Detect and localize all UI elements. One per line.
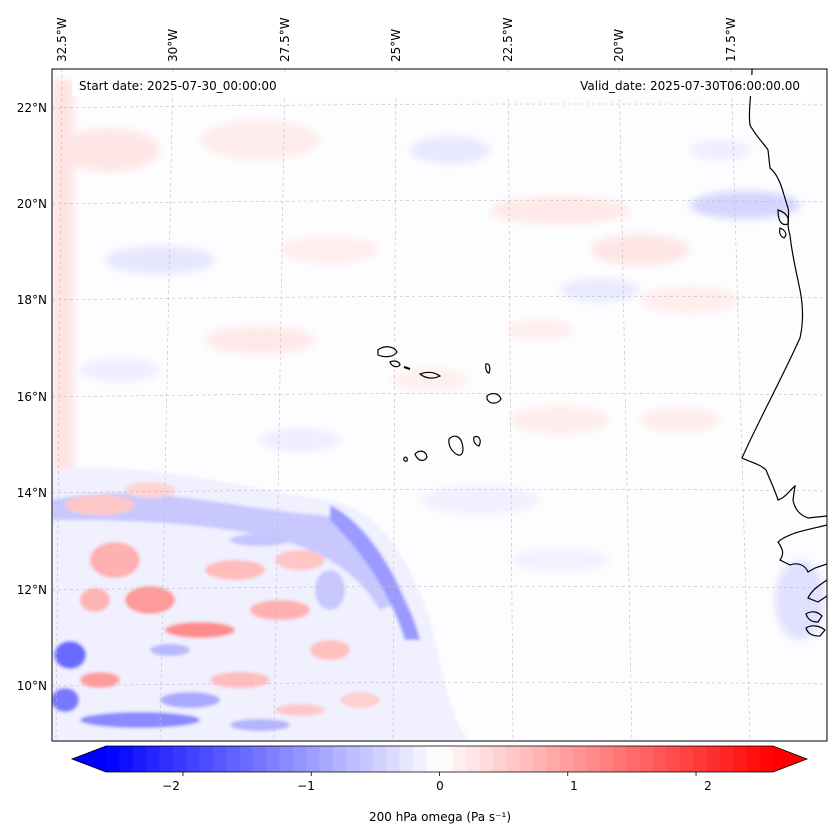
colorbar-cell — [239, 746, 254, 772]
colorbar-cell — [732, 746, 747, 772]
colorbar-cell — [346, 746, 360, 772]
lat-label: 12°N — [17, 583, 47, 597]
colorbar-tick-label: 1 — [570, 779, 578, 793]
map-frame — [51, 68, 828, 742]
colorbar-ticks — [182, 772, 697, 776]
colorbar-cell — [479, 746, 494, 772]
latitude-labels: 22°N 20°N 18°N 16°N 14°N 12°N 10°N — [17, 101, 47, 693]
lon-label: 17.5°W — [724, 17, 738, 62]
coastlines — [377, 69, 827, 637]
colorbar-cell — [199, 746, 214, 772]
lon-label: 25°W — [389, 29, 403, 62]
colorbar-cell — [759, 746, 774, 772]
island-sao-nicolau — [418, 371, 442, 379]
colorbar-cell — [172, 746, 187, 772]
colorbar-cell — [439, 746, 454, 772]
colorbar-cell — [559, 746, 574, 772]
lon-label: 22.5°W — [501, 17, 515, 62]
colorbar-extend-max — [773, 746, 807, 772]
colorbar-cell — [372, 746, 387, 772]
island-boa-vista — [486, 393, 502, 404]
island-brava — [403, 456, 408, 462]
colorbar-tick-label: −2 — [162, 779, 180, 793]
colorbar-cell — [306, 746, 320, 772]
lat-label: 22°N — [17, 101, 47, 115]
island-santo-antao — [377, 346, 398, 358]
lat-label: 16°N — [17, 390, 47, 404]
colorbar-cell — [639, 746, 654, 772]
gridlines — [52, 69, 827, 741]
colorbar-cell — [652, 746, 667, 772]
colorbar-cell — [612, 746, 627, 772]
colorbar-cell — [506, 746, 521, 772]
colorbar-cell — [212, 746, 227, 772]
colorbar-cell — [132, 746, 147, 772]
island-maio — [473, 435, 481, 447]
longitude-labels: 32.5°W 30°W 27.5°W 25°W 22.5°W 20°W 17.5… — [55, 17, 738, 62]
colorbar-cell — [186, 746, 200, 772]
colorbar-cells — [72, 746, 807, 772]
lat-label: 20°N — [17, 197, 47, 211]
lon-label: 27.5°W — [278, 17, 292, 62]
colorbar-cell — [666, 746, 681, 772]
colorbar-cell — [279, 746, 294, 772]
omega-field — [52, 80, 825, 741]
colorbar-cell — [119, 746, 134, 772]
valid-date-label: Valid_date: 2025-07-30T06:00:00.00 — [580, 79, 800, 93]
colorbar-cell — [719, 746, 734, 772]
colorbar-cell — [546, 746, 561, 772]
colorbar: −2 −1 0 1 2 200 hPa omega (Pa s⁻¹) — [70, 745, 809, 824]
colorbar-cell — [146, 746, 160, 772]
colorbar-cell — [266, 746, 280, 772]
start-date-label: Start date: 2025-07-30_00:00:00 — [79, 79, 277, 93]
lat-label: 10°N — [17, 679, 47, 693]
lon-label: 32.5°W — [55, 17, 69, 62]
colorbar-cell — [386, 746, 400, 772]
colorbar-cell — [679, 746, 694, 772]
colorbar-cell — [426, 746, 440, 772]
colorbar-cell — [492, 746, 507, 772]
colorbar-tick-label: 2 — [704, 779, 712, 793]
africa-coastline — [741, 69, 827, 519]
lon-label: 20°W — [612, 29, 626, 62]
island-fogo — [414, 450, 428, 461]
colorbar-cell — [706, 746, 721, 772]
date-banner — [72, 75, 808, 96]
lon-label: 30°W — [166, 29, 180, 62]
colorbar-cell — [519, 746, 534, 772]
colorbar-extend-min — [72, 746, 106, 772]
colorbar-cell — [359, 746, 374, 772]
island-sao-vicente — [389, 360, 401, 368]
colorbar-cell — [252, 746, 267, 772]
colorbar-cell — [332, 746, 347, 772]
colorbar-cell — [532, 746, 547, 772]
colorbar-tick-label: 0 — [436, 779, 444, 793]
lat-label: 18°N — [17, 293, 47, 307]
colorbar-tick-label: −1 — [297, 779, 315, 793]
colorbar-cell — [572, 746, 587, 772]
colorbar-cell — [226, 746, 240, 772]
colorbar-cell — [692, 746, 707, 772]
colorbar-cell — [466, 746, 481, 772]
colorbar-cell — [399, 746, 414, 772]
island-sal — [485, 363, 491, 374]
colorbar-cell — [319, 746, 334, 772]
colorbar-cell — [412, 746, 427, 772]
colorbar-outline — [70, 745, 809, 773]
island-santiago — [448, 435, 464, 456]
colorbar-cell — [746, 746, 761, 772]
lat-label: 14°N — [17, 486, 47, 500]
colorbar-cell — [106, 746, 120, 772]
colorbar-cell — [626, 746, 641, 772]
colorbar-cell — [292, 746, 307, 772]
colorbar-label: 200 hPa omega (Pa s⁻¹) — [369, 810, 511, 824]
colorbar-cell — [599, 746, 614, 772]
colorbar-cell — [159, 746, 174, 772]
colorbar-cell — [586, 746, 601, 772]
colorbar-cell — [452, 746, 467, 772]
